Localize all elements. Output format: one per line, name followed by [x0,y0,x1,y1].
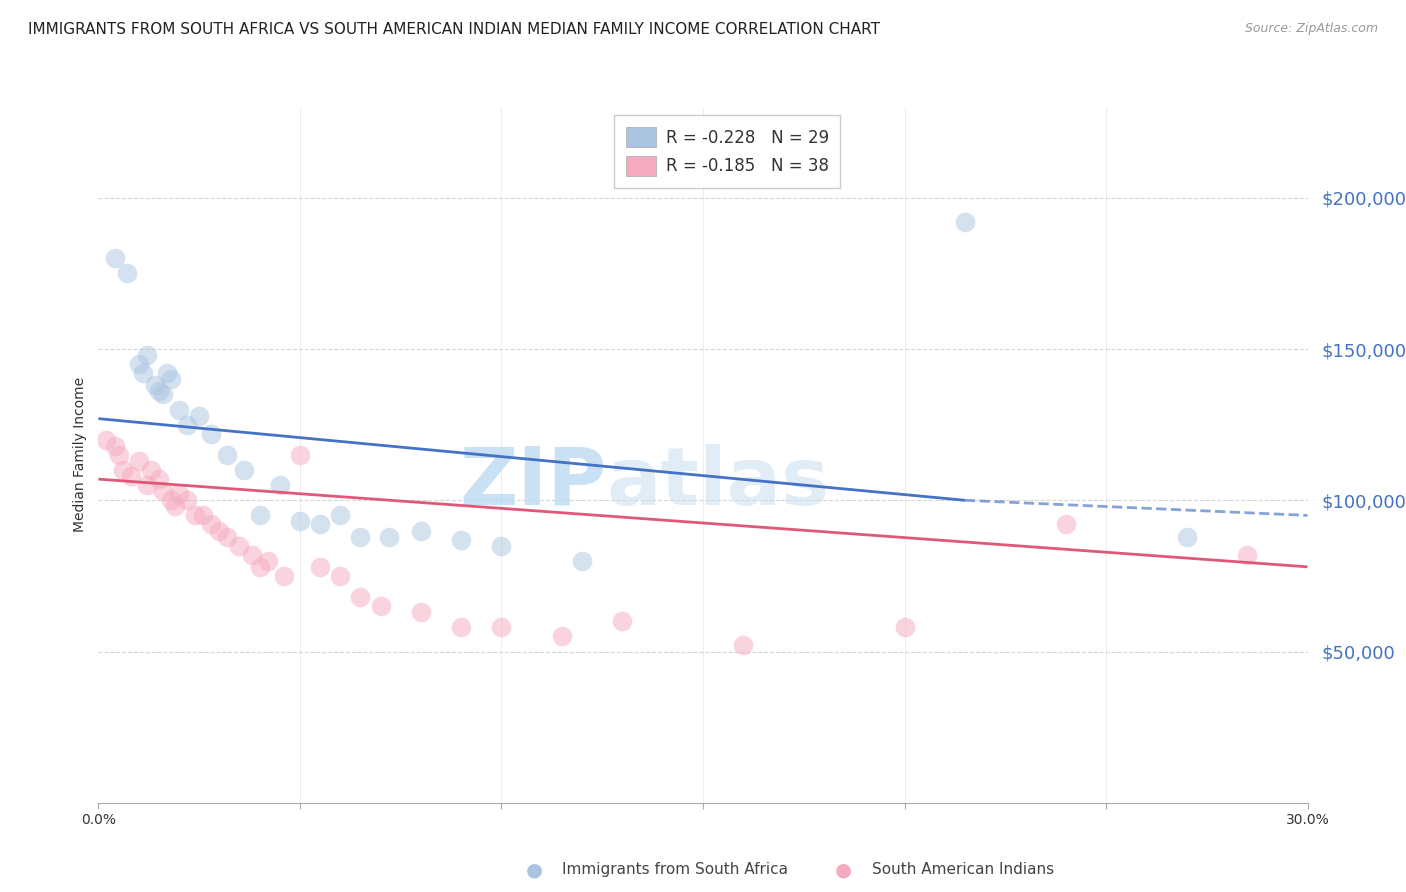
Point [329,569,352,583]
Point [160,493,183,508]
Point [160,372,183,386]
Point [107,448,129,462]
Point [571,554,593,568]
Point [148,384,170,399]
Point [612,615,634,629]
Point [139,463,162,477]
Point [232,463,254,477]
Text: Source: ZipAtlas.com: Source: ZipAtlas.com [1244,22,1378,36]
Text: ●: ● [526,860,543,880]
Point [240,548,263,562]
Point [450,533,472,547]
Point [269,478,291,492]
Point [409,605,432,619]
Point [135,348,157,362]
Point [152,387,174,401]
Text: ZIP: ZIP [458,443,606,522]
Point [1175,530,1198,544]
Point [208,524,231,538]
Point [128,454,150,468]
Point [288,515,311,529]
Point [1236,548,1258,562]
Point [103,439,125,453]
Text: South American Indians: South American Indians [872,863,1054,877]
Text: atlas: atlas [606,443,830,522]
Point [115,267,138,281]
Point [163,500,186,514]
Point [309,517,332,532]
Point [228,539,250,553]
Point [111,463,134,477]
Point [96,433,118,447]
Point [309,559,332,574]
Point [217,530,239,544]
Point [176,417,198,432]
Point [329,508,352,523]
Point [193,508,215,523]
Point [103,252,125,266]
Point [349,590,371,604]
Point [551,629,574,643]
Point [491,539,513,553]
Point [176,493,198,508]
Point [120,469,142,483]
Point [188,409,211,423]
Point [377,530,399,544]
Text: Immigrants from South Africa: Immigrants from South Africa [562,863,789,877]
Point [409,524,432,538]
Point [349,530,371,544]
Y-axis label: Median Family Income: Median Family Income [73,377,87,533]
Text: IMMIGRANTS FROM SOUTH AFRICA VS SOUTH AMERICAN INDIAN MEDIAN FAMILY INCOME CORRE: IMMIGRANTS FROM SOUTH AFRICA VS SOUTH AM… [28,22,880,37]
Point [128,357,150,371]
Point [273,569,295,583]
Point [249,559,271,574]
Point [370,599,392,614]
Point [148,472,170,486]
Point [184,508,207,523]
Point [167,402,190,417]
Point [953,215,976,229]
Point [135,478,157,492]
Point [143,378,166,392]
Point [249,508,271,523]
Point [733,639,755,653]
Point [450,620,472,634]
Point [1054,517,1077,532]
Point [200,517,222,532]
Point [152,484,174,499]
Point [132,366,155,380]
Point [288,448,311,462]
Point [156,366,179,380]
Point [256,554,278,568]
Point [893,620,915,634]
Point [200,426,222,441]
Point [167,487,190,501]
Legend: R = -0.228   N = 29, R = -0.185   N = 38: R = -0.228 N = 29, R = -0.185 N = 38 [614,115,841,187]
Text: ●: ● [835,860,852,880]
Point [217,448,239,462]
Point [491,620,513,634]
